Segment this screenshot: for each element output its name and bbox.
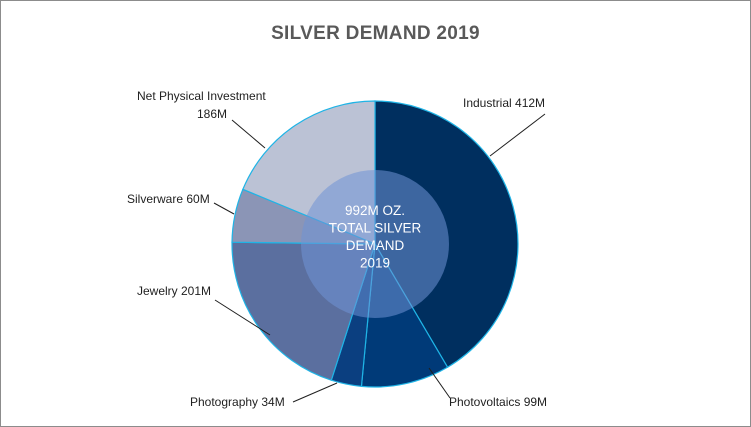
leader-line — [214, 299, 271, 336]
chart-title: SILVER DEMAND 2019 — [271, 23, 480, 44]
center-label-line: DEMAND — [346, 238, 405, 253]
slice-label: Net Physical Investment 186M — [137, 89, 266, 121]
center-label-line: TOTAL SILVER — [329, 220, 422, 235]
leader-line — [292, 382, 338, 403]
leader-line — [213, 202, 235, 215]
leader-line — [489, 113, 546, 157]
slice-label: Photography 34M — [190, 395, 285, 409]
slice-label: Silverware 60M — [127, 192, 210, 206]
slice-label: Industrial 412M — [463, 96, 545, 110]
center-label-line: 992M OZ. — [345, 203, 405, 218]
slice-label: Jewelry 201M — [137, 284, 211, 298]
leader-line — [428, 367, 451, 399]
leader-line — [231, 119, 266, 149]
center-label-line: 2019 — [360, 255, 390, 270]
slice-label: Photovoltaics 99M — [449, 395, 547, 409]
center-circle — [301, 170, 449, 318]
